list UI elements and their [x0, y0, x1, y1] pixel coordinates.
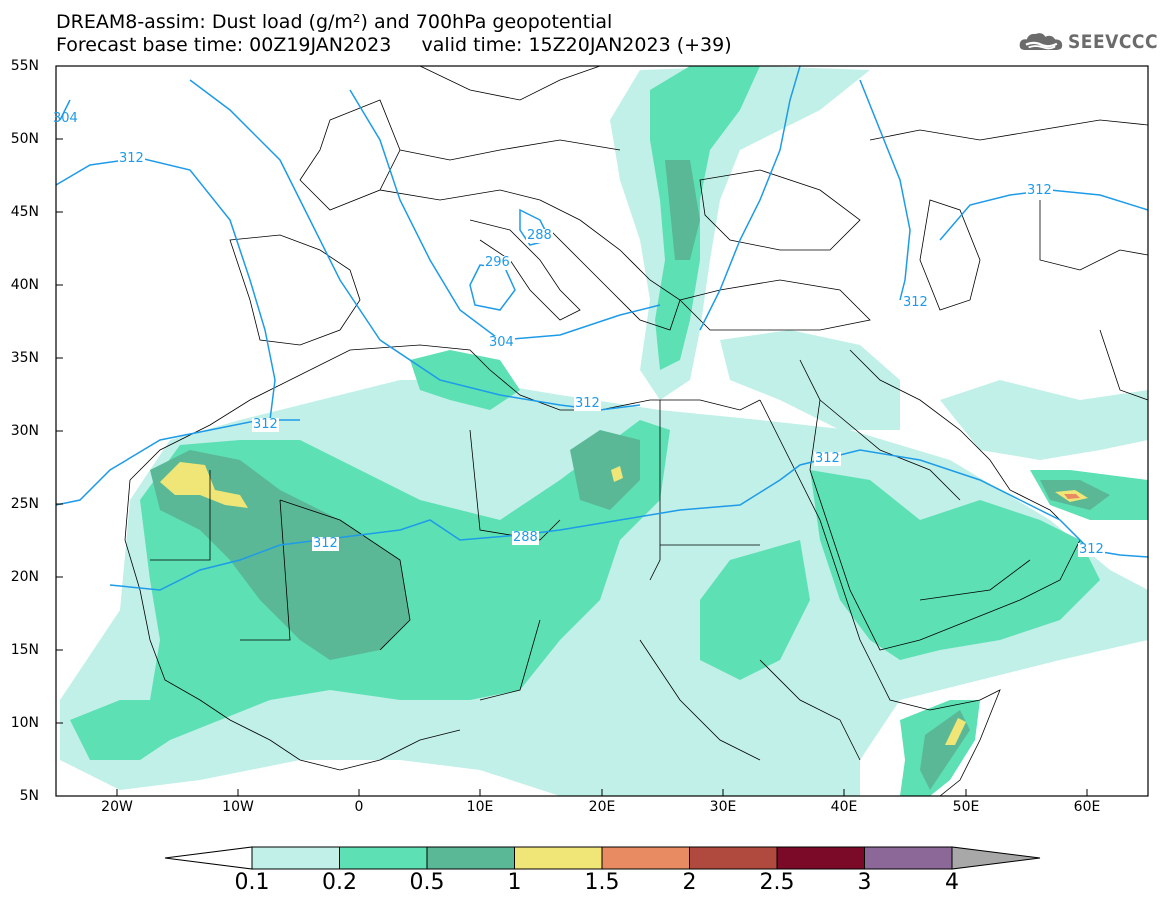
coastlines-borders [124, 66, 1148, 796]
lat-label-45n: 45N [10, 204, 39, 220]
coastline-iberia [229, 234, 361, 346]
colorbar-tick-label: 0.5 [409, 870, 445, 895]
lat-label-50n: 50N [10, 131, 39, 147]
seevccc-logo: SEEVCCC [1018, 28, 1158, 56]
contour-312-west [56, 157, 276, 421]
lon-label-60e: 60E [1073, 799, 1101, 815]
lat-label-20n: 20N [10, 569, 39, 585]
coastline-red-sea [759, 399, 1001, 796]
lat-label-55n: 55N [10, 58, 39, 74]
colorbar-tick-label: 0.1 [234, 870, 270, 895]
dust-field-orange-gulf [1064, 494, 1080, 499]
colorbar-tick-label: 1.5 [584, 870, 620, 895]
chart-title-line-2: Forecast base time: 00Z19JAN2023 valid t… [56, 34, 732, 56]
colorbar-tick-label: 0.2 [322, 870, 357, 895]
cloud-logo-icon [1019, 33, 1063, 50]
dust-field-yellow-libya [611, 466, 623, 482]
dust-fields [60, 66, 1148, 796]
contour-value-label: 304 [53, 111, 78, 126]
border-asia-1 [869, 119, 1148, 141]
contour-value-label: 312 [902, 295, 929, 310]
border-asia-2 [1039, 200, 1148, 271]
logo-text: SEEVCCC [1067, 31, 1158, 53]
border-sahara-5 [649, 400, 661, 581]
border-europe-2 [379, 189, 541, 201]
lat-label-35n: 35N [10, 350, 39, 366]
contour-312-north-east [859, 79, 911, 301]
contour-value-label: 304 [488, 335, 515, 350]
contour-value-label: 312 [1026, 183, 1053, 198]
colorbar-tick-label: 2 [682, 870, 697, 895]
dust-field-dark-libya [570, 430, 640, 510]
contour-value-label: 312 [1078, 542, 1105, 557]
coastline-caspian [919, 199, 981, 311]
colorbar-tick-label: 1 [507, 870, 522, 895]
coastline-arabia [799, 349, 1081, 651]
contour-value-label: 312 [312, 536, 339, 551]
border-sahara-2 [240, 499, 291, 641]
contour-312-east [699, 66, 801, 331]
border-eastafrica-2 [639, 639, 761, 761]
lon-label-10e: 10E [466, 799, 494, 815]
contour-value-label: 312 [118, 151, 145, 166]
dust-field-yellow-morocco [160, 462, 248, 508]
dust-field-dark-morocco [150, 450, 410, 660]
contour-value-label: 288 [512, 530, 539, 545]
colorbar-tick-label: 3 [857, 870, 872, 895]
border-arabia-1 [819, 399, 961, 501]
border-asia-3 [1099, 329, 1148, 401]
contour-296 [349, 89, 661, 341]
coastline-turkey [679, 279, 871, 331]
dust-field-medium-arabia [810, 470, 1100, 660]
coastline-france-uk [299, 99, 401, 211]
border-europe-1 [399, 139, 621, 161]
lon-label-20w: 20W [101, 799, 133, 815]
coastline-africa-west [124, 479, 461, 771]
colorbar-tick-label: 4 [945, 870, 959, 895]
coastline-balkans [539, 199, 681, 331]
dust-field-yellow-somalia [945, 718, 966, 745]
border-arabia-2 [919, 559, 1031, 601]
contour-value-label: 296 [484, 255, 511, 270]
axis-ticks [56, 65, 1088, 796]
chart-title-line-1: DREAM8-assim: Dust load (g/m²) and 700hP… [56, 11, 613, 33]
coastline-italy [469, 219, 581, 321]
lon-label-10w: 10W [222, 799, 254, 815]
contour-312-sahara [109, 449, 1148, 591]
dust-field-dark-europe [665, 160, 700, 260]
border-sahara-1 [150, 470, 211, 561]
coastline-scandinavia [419, 66, 601, 101]
coastline-black-sea [699, 169, 861, 251]
lat-label-5n: 5N [19, 788, 39, 804]
contour-value-label: 312 [252, 417, 279, 432]
border-sahara-3 [279, 499, 411, 651]
lat-label-15n: 15N [10, 642, 39, 658]
border-sahara-4 [469, 429, 561, 541]
border-sahara-7 [479, 619, 541, 701]
dust-field-medium-europe [650, 66, 760, 370]
dust-field-light-arabia [940, 380, 1148, 460]
lat-label-40n: 40N [10, 277, 39, 293]
lat-label-30n: 30N [10, 423, 39, 439]
contour-value-label: 312 [814, 451, 841, 466]
colorbar-tick-label: 2.5 [759, 870, 795, 895]
coastline-africa-north [129, 344, 761, 481]
border-eastafrica-1 [759, 659, 861, 761]
lon-label-20e: 20E [588, 799, 616, 815]
lon-label-30e: 30E [709, 799, 737, 815]
lon-label-50e: 50E [952, 799, 980, 815]
contour-304 [59, 79, 641, 411]
lat-label-10n: 10N [10, 715, 39, 731]
dust-field-medium-libya [410, 350, 520, 410]
lat-label-25n: 25N [10, 496, 39, 512]
contour-value-label: 288 [526, 228, 553, 243]
dust-field-medium-egypt-arabia [700, 540, 810, 680]
lon-label-40e: 40E [830, 799, 858, 815]
contour-value-label: 312 [574, 396, 601, 411]
lon-label-0: 0 [354, 799, 364, 815]
dust-field-medium-westafrica [70, 700, 170, 760]
